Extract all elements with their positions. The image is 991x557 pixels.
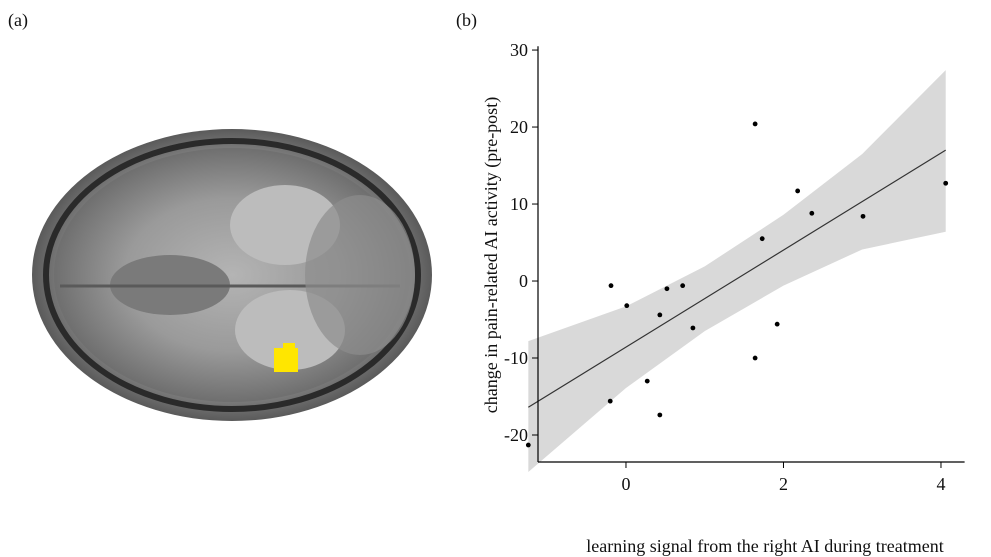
activation-cluster <box>274 348 298 372</box>
data-point <box>943 181 948 186</box>
data-point <box>809 211 814 216</box>
panel-label: (a) <box>8 10 28 31</box>
scatter-plot: -20 -10 0 10 20 30 0 2 4 learning signal from the… <box>481 40 965 556</box>
x-axis-label: learning signal from the right AI during… <box>586 536 943 556</box>
y-tick-label: 30 <box>510 40 528 60</box>
fit-line <box>528 150 945 407</box>
data-point <box>645 379 650 384</box>
data-point <box>665 286 670 291</box>
data-point <box>657 312 662 317</box>
data-point <box>795 189 800 194</box>
y-tick-label: 20 <box>510 117 528 137</box>
x-tick-label: 2 <box>779 474 788 494</box>
brain-image <box>32 129 432 421</box>
data-point <box>775 322 780 327</box>
data-point <box>680 283 685 288</box>
data-point <box>753 356 758 361</box>
data-point <box>624 303 629 308</box>
confidence-band <box>528 70 945 472</box>
data-point <box>691 326 696 331</box>
x-tick-label: 0 <box>621 474 630 494</box>
data-point <box>657 413 662 418</box>
y-tick-label: -20 <box>504 425 528 445</box>
y-tick-label: 0 <box>519 271 528 291</box>
region <box>305 195 415 355</box>
y-tick-label: -10 <box>504 348 528 368</box>
activation-cluster <box>283 343 295 351</box>
y-tick-label: 10 <box>510 194 528 214</box>
data-point <box>760 236 765 241</box>
data-point <box>526 443 531 448</box>
data-point <box>609 283 614 288</box>
data-point <box>753 122 758 127</box>
figure: (a) (b) -20 -10 0 10 20 30 0 2 4 learning signal … <box>0 0 991 557</box>
panel-label: (b) <box>456 10 477 31</box>
data-point <box>608 399 613 404</box>
y-axis-label: change in pain-related AI activity (pre-… <box>481 97 502 413</box>
x-tick-label: 4 <box>936 474 945 494</box>
data-point <box>861 214 866 219</box>
